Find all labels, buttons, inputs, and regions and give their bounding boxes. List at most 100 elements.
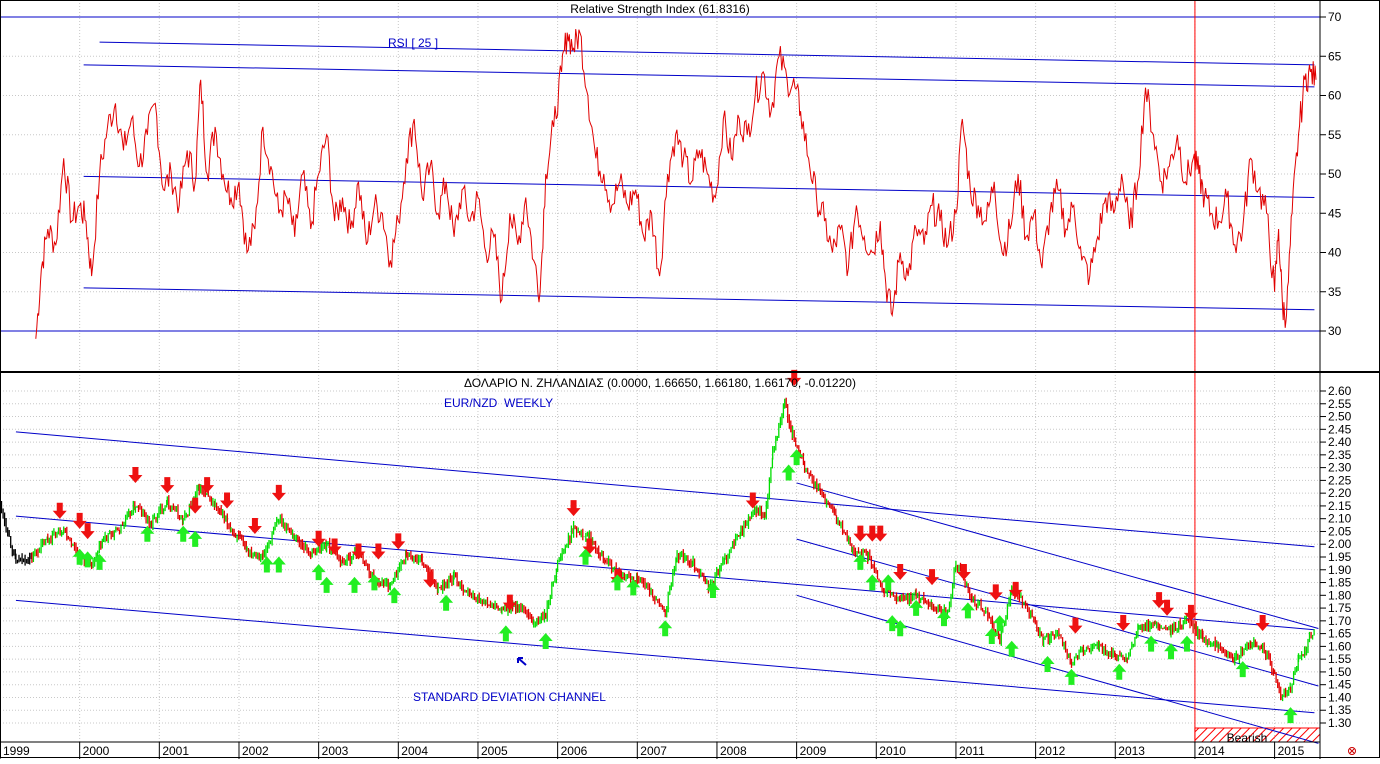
up-arrow-icon xyxy=(909,599,924,616)
down-arrow-icon xyxy=(271,484,286,501)
up-arrow-icon xyxy=(80,551,95,568)
down-arrow-icon xyxy=(956,563,971,580)
up-arrow-icon xyxy=(311,564,326,581)
price-title: ΔΟΛΑΡΙΟ Ν. ΖΗΛΑΝΔΙΑΣ (0.0000, 1.66650, 1… xyxy=(464,376,856,390)
down-arrow-icon xyxy=(1152,592,1167,609)
close-circle-icon[interactable] xyxy=(1348,747,1356,755)
price-y-tick-label: 1.75 xyxy=(1328,601,1352,615)
up-arrow-icon xyxy=(658,620,673,637)
x-tick-label: 2015 xyxy=(1278,744,1305,758)
up-arrow-icon xyxy=(538,633,553,650)
up-arrow-icon xyxy=(176,525,191,542)
price-y-tick-label: 1.55 xyxy=(1328,652,1352,666)
down-arrow-icon xyxy=(1160,599,1175,616)
price-y-tick-label: 2.05 xyxy=(1328,524,1352,538)
price-y-tick-label: 2.50 xyxy=(1328,410,1352,424)
price-panel: 2.602.552.502.452.402.352.302.252.202.15… xyxy=(0,369,1352,745)
rsi-y-tick-label: 60 xyxy=(1328,89,1342,103)
up-arrow-icon xyxy=(92,553,107,570)
rsi-title: Relative Strength Index (61.8316) xyxy=(570,2,749,16)
up-arrow-icon xyxy=(610,574,625,591)
up-arrow-icon xyxy=(367,574,382,591)
down-arrow-icon xyxy=(873,525,888,542)
up-arrow-icon xyxy=(439,594,454,611)
x-tick-label: 2002 xyxy=(242,744,269,758)
price-y-tick-label: 1.60 xyxy=(1328,639,1352,653)
price-trend-line xyxy=(796,538,1319,687)
rsi-y-tick-label: 70 xyxy=(1328,10,1342,24)
up-arrow-icon xyxy=(789,449,804,466)
down-arrow-icon xyxy=(853,525,868,542)
rsi-series-line xyxy=(35,29,1317,339)
price-trend-line xyxy=(796,594,1319,744)
up-arrow-icon xyxy=(1064,668,1079,685)
rsi-y-tick-label: 55 xyxy=(1328,128,1342,142)
down-arrow-icon xyxy=(72,512,87,529)
down-arrow-icon xyxy=(391,533,406,550)
price-y-tick-label: 1.30 xyxy=(1328,716,1352,730)
price-trend-line xyxy=(796,482,1319,629)
price-trend-line xyxy=(15,431,1315,548)
down-arrow-icon xyxy=(351,543,366,560)
price-y-axis: 2.602.552.502.452.402.352.302.252.202.15… xyxy=(1320,384,1352,730)
up-arrow-icon xyxy=(1144,635,1159,652)
price-y-tick-label: 2.00 xyxy=(1328,537,1352,551)
x-tick-label: 2014 xyxy=(1198,744,1225,758)
down-arrow-icon xyxy=(423,571,438,588)
up-arrow-icon xyxy=(626,579,641,596)
x-tick-label: 2008 xyxy=(720,744,747,758)
channel-annotation: STANDARD DEVIATION CHANNEL xyxy=(413,690,606,704)
x-tick-label: 1999 xyxy=(3,744,30,758)
down-arrow-icon xyxy=(1116,615,1131,632)
rsi-trend-line xyxy=(83,287,1315,311)
down-arrow-icon xyxy=(566,500,581,517)
up-arrow-icon xyxy=(881,574,896,591)
rsi-trend-channel xyxy=(83,41,1315,311)
down-arrow-icon xyxy=(188,497,203,514)
time-axis: 1999 2000 2001 2002 2003 2004 2005 2006 2007 2008… xyxy=(0,742,1305,759)
price-y-tick-label: 2.10 xyxy=(1328,512,1352,526)
down-arrow-icon xyxy=(1008,581,1023,598)
down-arrow-icon xyxy=(745,492,760,509)
down-arrow-icon xyxy=(128,466,143,483)
down-arrow-icon xyxy=(865,525,880,542)
down-arrow-icon xyxy=(1068,617,1083,634)
pointer-icon xyxy=(517,657,527,666)
signal-arrows xyxy=(52,369,1298,724)
up-arrow-icon xyxy=(140,525,155,542)
rsi-reference-levels xyxy=(0,16,1320,332)
up-arrow-icon xyxy=(1040,656,1055,673)
up-arrow-icon xyxy=(578,548,593,565)
up-arrow-icon xyxy=(960,602,975,619)
up-arrow-icon xyxy=(1283,707,1298,724)
up-arrow-icon xyxy=(498,625,513,642)
rsi-panel: 70 65 60 55 50 45 40 35 30 Relative Strength Ind… xyxy=(0,0,1342,372)
x-tick-label: 2009 xyxy=(800,744,827,758)
price-y-tick-label: 1.35 xyxy=(1328,703,1352,717)
price-y-tick-label: 1.70 xyxy=(1328,614,1352,628)
up-arrow-icon xyxy=(1179,635,1194,652)
x-tick-label: 2004 xyxy=(401,744,428,758)
price-y-tick-label: 2.25 xyxy=(1328,473,1352,487)
price-y-tick-label: 2.55 xyxy=(1328,397,1352,411)
up-arrow-icon xyxy=(893,620,908,637)
price-y-tick-label: 2.40 xyxy=(1328,435,1352,449)
x-tick-label: 2011 xyxy=(959,744,985,758)
down-arrow-icon xyxy=(311,530,326,547)
x-tick-label: 2012 xyxy=(1039,744,1066,758)
price-y-tick-label: 2.35 xyxy=(1328,448,1352,462)
price-subtitle: EUR/NZD WEEKLY xyxy=(444,396,553,410)
up-arrow-icon xyxy=(984,627,999,644)
rsi-y-axis: 70 65 60 55 50 45 40 35 30 xyxy=(1320,10,1342,338)
rsi-y-tick-label: 35 xyxy=(1328,285,1342,299)
down-arrow-icon xyxy=(893,563,908,580)
rsi-trend-line xyxy=(99,41,1315,66)
down-arrow-icon xyxy=(327,538,342,555)
down-arrow-icon xyxy=(220,492,235,509)
price-trend-channels xyxy=(15,431,1319,744)
price-y-tick-label: 1.90 xyxy=(1328,563,1352,577)
price-y-tick-label: 1.50 xyxy=(1328,665,1352,679)
up-arrow-icon xyxy=(885,615,900,632)
